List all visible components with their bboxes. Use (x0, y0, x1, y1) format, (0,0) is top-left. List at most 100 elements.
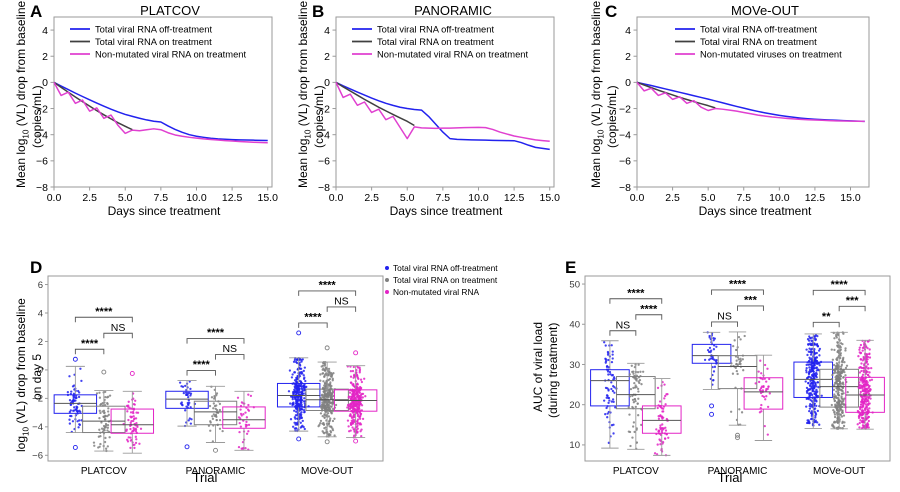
y-tick-label: −2 (32, 394, 43, 405)
data-point (69, 403, 73, 407)
data-point (303, 387, 306, 390)
data-point (104, 447, 108, 450)
data-point (329, 375, 333, 378)
data-point (754, 382, 757, 385)
x-tick-label: 5.0 (118, 192, 133, 204)
data-point (322, 423, 326, 426)
y-tick-label: 4 (324, 25, 330, 37)
data-point (133, 403, 136, 406)
data-point (293, 358, 297, 362)
data-point (866, 383, 870, 386)
data-point (302, 384, 305, 387)
data-point (221, 429, 224, 433)
plot-frame (335, 16, 555, 188)
data-point (839, 352, 842, 355)
significance-bracket (298, 290, 357, 296)
data-point (766, 405, 770, 409)
data-point (303, 397, 306, 400)
data-point (610, 374, 614, 377)
data-point (642, 370, 645, 373)
data-point (218, 427, 222, 430)
data-point (108, 436, 111, 439)
data-point (664, 437, 667, 440)
data-point (321, 401, 324, 404)
data-point (139, 427, 143, 430)
y-tick-label: −8 (36, 182, 48, 194)
data-point (634, 405, 637, 409)
data-point (831, 358, 835, 361)
data-point (296, 414, 299, 417)
data-point (356, 418, 360, 421)
data-point (815, 371, 818, 374)
data-point (610, 400, 613, 403)
data-point (811, 362, 814, 365)
data-point (134, 435, 137, 438)
significance-bracket (812, 289, 866, 296)
data-point (212, 402, 215, 405)
y-tick-label: −2 (318, 103, 330, 115)
data-point (98, 417, 101, 420)
data-point (807, 375, 811, 378)
data-point (99, 411, 102, 415)
significance-label: **** (729, 278, 747, 290)
data-point (347, 395, 351, 398)
data-point (635, 441, 639, 444)
data-point (805, 348, 808, 351)
data-point (349, 402, 352, 406)
data-point (178, 381, 182, 384)
x-tick-label: 0.0 (630, 192, 645, 204)
data-point (632, 372, 635, 375)
data-point (323, 427, 326, 430)
outlier-point (324, 345, 330, 351)
data-point (862, 412, 865, 415)
box (53, 394, 98, 414)
x-tick-label: 15.0 (540, 192, 561, 204)
data-point (74, 394, 78, 398)
data-point (859, 407, 862, 411)
data-point (295, 402, 298, 405)
data-point (247, 423, 251, 427)
data-point (864, 406, 867, 409)
data-point (322, 405, 325, 408)
data-point (73, 399, 76, 402)
data-point (839, 413, 842, 416)
data-point (703, 358, 707, 361)
data-point (637, 414, 640, 417)
data-point (323, 416, 326, 419)
data-point (760, 403, 763, 407)
x-tick-label: 12.5 (222, 192, 243, 204)
significance-bracket (711, 289, 764, 295)
data-point (327, 422, 331, 425)
data-point (659, 443, 662, 446)
data-point (133, 417, 136, 420)
data-point (611, 398, 615, 401)
box (165, 390, 209, 409)
data-point (607, 352, 610, 355)
box (743, 377, 784, 410)
data-point (834, 334, 838, 338)
data-point (632, 421, 636, 424)
y-tick-label: −4 (32, 422, 43, 433)
data-point (735, 369, 738, 373)
data-point (858, 371, 862, 374)
data-point (816, 368, 820, 371)
data-point (636, 402, 639, 405)
data-point (858, 426, 861, 429)
data-point (862, 366, 865, 370)
data-point (319, 379, 322, 382)
data-point (833, 415, 837, 419)
data-point (840, 395, 843, 398)
data-point (215, 392, 219, 395)
x-tick-label: 10.0 (468, 192, 489, 204)
data-point (839, 354, 842, 357)
data-point (815, 356, 819, 359)
data-point (356, 413, 360, 416)
data-point (837, 398, 840, 402)
significance-label: **** (207, 327, 225, 339)
x-tick-label: 5.0 (701, 192, 716, 204)
data-point (867, 367, 870, 370)
legend-item-0: Total viral RNA off-treatment (385, 262, 498, 274)
data-point (319, 419, 323, 422)
data-point (103, 440, 107, 444)
data-point (321, 430, 324, 433)
